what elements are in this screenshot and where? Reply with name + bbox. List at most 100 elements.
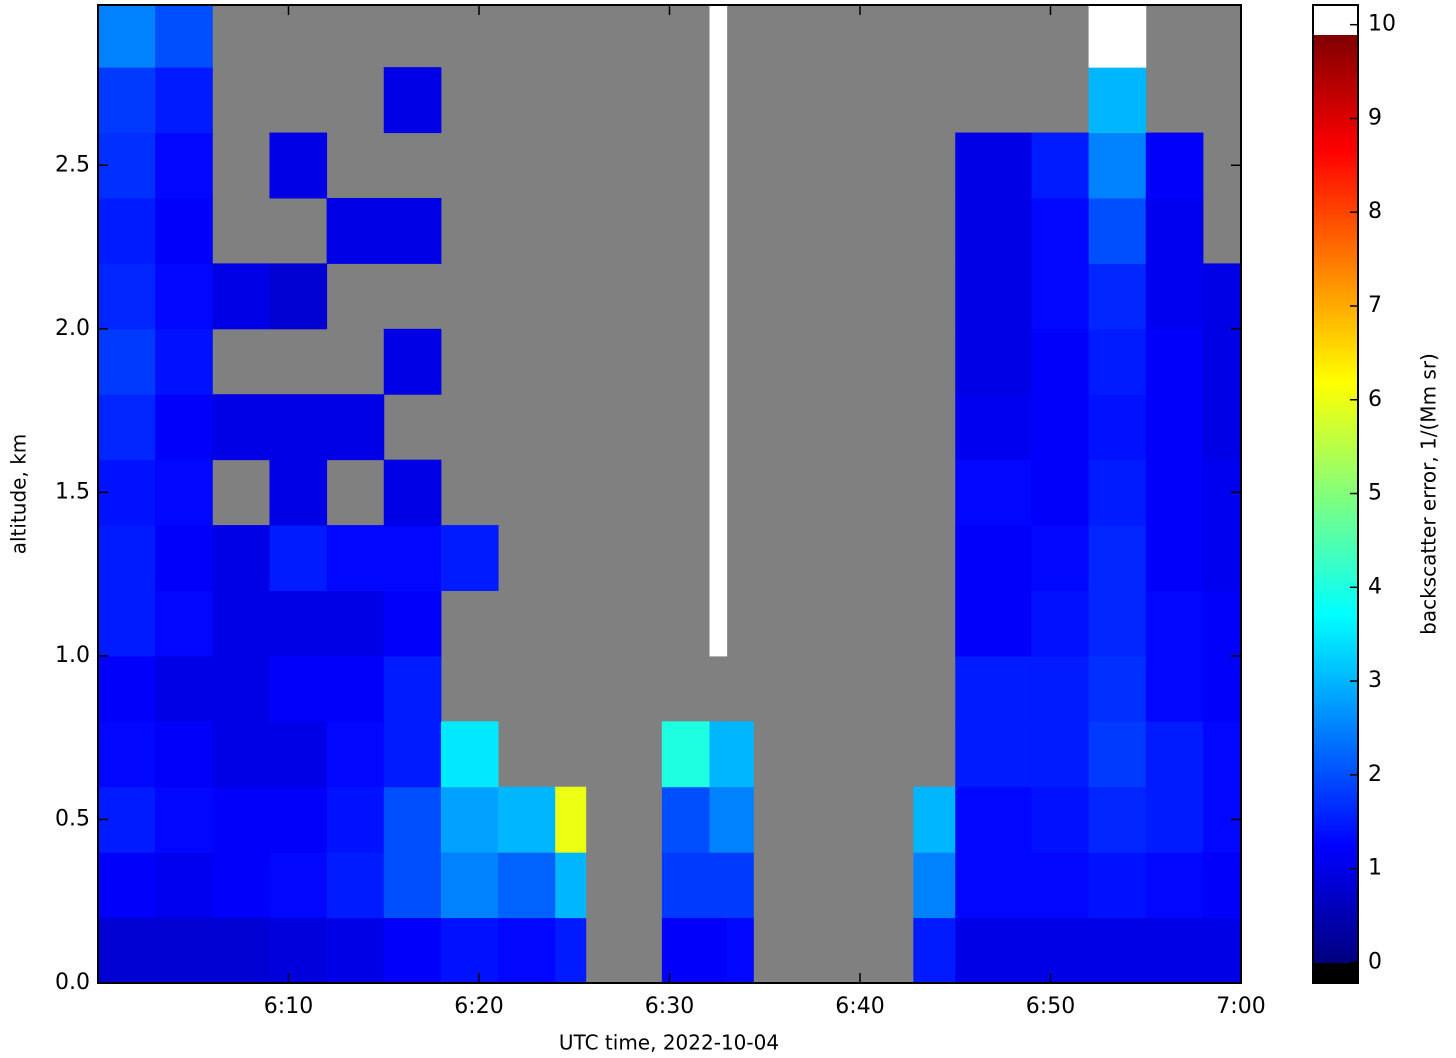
colorbar-strip — [1313, 457, 1358, 460]
heatmap-cell — [155, 525, 213, 591]
colorbar-strip — [1313, 497, 1358, 500]
colorbar-strip — [1313, 451, 1358, 454]
colorbar-strip — [1313, 765, 1358, 768]
colorbar-strip — [1313, 195, 1358, 198]
heatmap-cell — [269, 786, 328, 853]
colorbar-strip — [1313, 581, 1358, 584]
heatmap-cell — [955, 786, 1032, 853]
colorbar-strip — [1313, 17, 1358, 20]
heatmap-cell — [269, 917, 328, 983]
heatmap-cell — [1202, 917, 1241, 983]
colorbar-strip — [1313, 791, 1358, 794]
colorbar-strip — [1313, 677, 1358, 680]
colorbar-strip — [1313, 99, 1358, 102]
colorbar-strip — [1313, 385, 1358, 388]
colorbar-strip — [1313, 663, 1358, 666]
heatmap-cell — [1031, 132, 1090, 199]
colorbar-tick-label: 2 — [1368, 762, 1382, 787]
colorbar-strip — [1313, 463, 1358, 466]
colorbar-strip — [1313, 101, 1358, 104]
colorbar-strip — [1313, 387, 1358, 390]
colorbar-label: backscatter error, 1/(Mm sr) — [1417, 353, 1441, 635]
heatmap-cell — [1031, 263, 1090, 330]
colorbar-strip — [1313, 445, 1358, 448]
heatmap-cell — [1088, 786, 1147, 853]
heatmap-cell — [98, 67, 156, 134]
y-tick-label: 2.0 — [55, 316, 90, 341]
colorbar-strip — [1313, 351, 1358, 354]
heatmap-cell — [1031, 721, 1090, 788]
heatmap-cell — [440, 721, 499, 788]
colorbar-strip — [1313, 509, 1358, 512]
colorbar-strip — [1313, 345, 1358, 348]
colorbar-strip — [1313, 687, 1358, 690]
colorbar-strip — [1313, 189, 1358, 192]
colorbar-strip — [1313, 321, 1358, 324]
colorbar-strip — [1313, 775, 1358, 778]
colorbar-strip — [1313, 437, 1358, 440]
heatmap-cell — [212, 590, 270, 657]
heatmap — [98, 5, 1241, 983]
colorbar-strip — [1313, 91, 1358, 94]
heatmap-cell — [383, 328, 442, 395]
colorbar-strip — [1313, 295, 1358, 298]
colorbar-strip — [1313, 601, 1358, 604]
colorbar-strip — [1313, 885, 1358, 888]
colorbar-strip — [1313, 559, 1358, 562]
heatmap-cell — [98, 263, 156, 330]
colorbar-strip — [1313, 977, 1358, 980]
heatmap-cell — [440, 852, 499, 919]
colorbar-strip — [1313, 315, 1358, 318]
colorbar-strip — [1313, 839, 1358, 842]
heatmap-cell — [709, 132, 728, 199]
heatmap-cell — [98, 197, 156, 264]
colorbar-strip — [1313, 501, 1358, 504]
colorbar-strip — [1313, 77, 1358, 80]
y-tick-label: 0.5 — [55, 806, 90, 831]
colorbar-strip — [1313, 807, 1358, 810]
heatmap-cell — [1145, 328, 1204, 395]
colorbar-strip — [1313, 625, 1358, 628]
colorbar-strip — [1313, 761, 1358, 764]
heatmap-cell — [498, 917, 556, 983]
heatmap-cell — [155, 459, 213, 526]
x-tick-label: 6:10 — [264, 994, 313, 1019]
colorbar-strip — [1313, 959, 1358, 962]
colorbar-strip — [1313, 199, 1358, 202]
colorbar-strip — [1313, 873, 1358, 876]
colorbar-strip — [1313, 713, 1358, 716]
colorbar-strip — [1313, 471, 1358, 474]
heatmap-cell — [155, 263, 213, 330]
colorbar-strip — [1313, 515, 1358, 518]
heatmap-cell — [1031, 459, 1090, 526]
heatmap-cell — [555, 917, 587, 983]
colorbar-strip — [1313, 89, 1358, 92]
heatmap-cell — [726, 786, 754, 853]
colorbar-strip — [1313, 683, 1358, 686]
heatmap-cell — [555, 786, 587, 853]
colorbar-strip — [1313, 435, 1358, 438]
colorbar-strip — [1313, 947, 1358, 950]
colorbar-strip — [1313, 455, 1358, 458]
colorbar-strip — [1313, 389, 1358, 392]
colorbar-strip — [1313, 621, 1358, 624]
colorbar-strip — [1313, 281, 1358, 284]
colorbar-strip — [1313, 419, 1358, 422]
colorbar-strip — [1313, 653, 1358, 656]
colorbar-strip — [1313, 63, 1358, 66]
heatmap-cell — [1088, 721, 1147, 788]
heatmap-cell — [1088, 263, 1147, 330]
colorbar-strip — [1313, 169, 1358, 172]
colorbar-strip — [1313, 239, 1358, 242]
colorbar-strip — [1313, 251, 1358, 254]
colorbar-strip — [1313, 173, 1358, 176]
heatmap-cell — [1088, 328, 1147, 395]
heatmap-cell — [383, 525, 442, 591]
colorbar-strip — [1313, 793, 1358, 796]
heatmap-cell — [212, 786, 270, 853]
heatmap-cell — [709, 852, 728, 919]
y-tick-label: 2.5 — [55, 152, 90, 177]
colorbar-strip — [1313, 549, 1358, 552]
colorbar-strip — [1313, 105, 1358, 108]
colorbar-strip — [1313, 829, 1358, 832]
